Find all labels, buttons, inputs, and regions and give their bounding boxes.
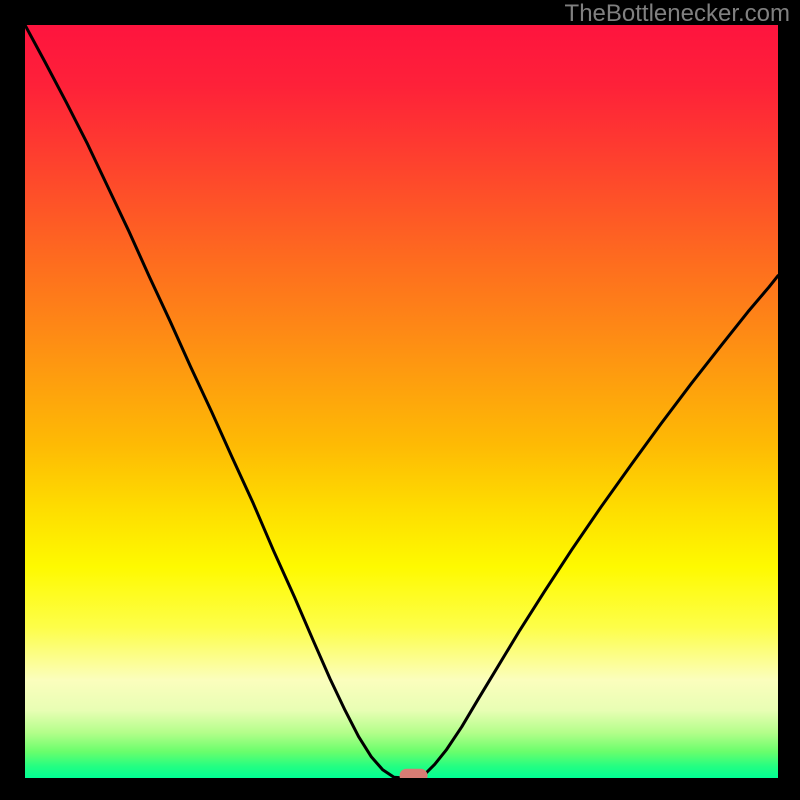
- plot-area: [25, 25, 778, 778]
- watermark-text: TheBottlenecker.com: [565, 0, 790, 28]
- min-marker: [400, 769, 428, 778]
- curve-line: [25, 25, 778, 778]
- chart-container: TheBottlenecker.com: [0, 0, 800, 800]
- curve-overlay: [25, 25, 778, 778]
